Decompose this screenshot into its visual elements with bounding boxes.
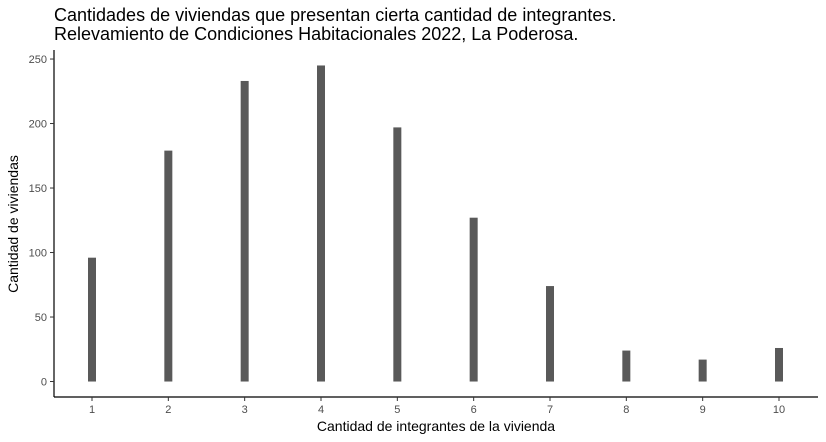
bar-10 [775, 347, 783, 382]
x-tick-label: 2 [165, 404, 171, 416]
y-tick-label: 0 [41, 377, 47, 389]
x-axis-title: Cantidad de integrantes de la vivienda [317, 418, 555, 434]
bar-8 [622, 350, 631, 382]
x-ticks-group: 1 2 3 4 5 6 7 8 9 10 [89, 397, 785, 416]
y-tick-label: 200 [29, 119, 47, 131]
bar-7 [546, 286, 554, 382]
y-tick-label: 100 [29, 248, 47, 260]
y-tick-label: 250 [29, 54, 47, 66]
bar-5 [393, 127, 402, 382]
chart-subtitle: Relevamiento de Condiciones Habitacional… [54, 24, 579, 44]
bar-6 [469, 217, 478, 382]
bar-1 [88, 257, 96, 382]
x-tick-label: 8 [623, 404, 629, 416]
y-tick-label: 50 [35, 312, 47, 324]
y-axis-title: Cantidad de viviendas [5, 155, 21, 293]
x-tick-label: 4 [318, 404, 324, 416]
bar-2 [164, 150, 173, 382]
y-ticks-group: 0 50 100 150 200 250 [29, 54, 54, 389]
x-tick-label: 9 [700, 404, 706, 416]
bar-9 [698, 359, 707, 382]
chart-title: Cantidades de viviendas que presentan ci… [54, 5, 617, 25]
x-tick-label: 3 [242, 404, 248, 416]
x-tick-label: 5 [394, 404, 400, 416]
x-tick-label: 6 [471, 404, 477, 416]
bar-4 [317, 65, 325, 382]
y-tick-label: 150 [29, 183, 47, 195]
bars-group [88, 65, 783, 382]
x-tick-label: 10 [773, 404, 785, 416]
x-tick-label: 7 [547, 404, 553, 416]
x-tick-label: 1 [89, 404, 95, 416]
bar-3 [240, 80, 249, 382]
